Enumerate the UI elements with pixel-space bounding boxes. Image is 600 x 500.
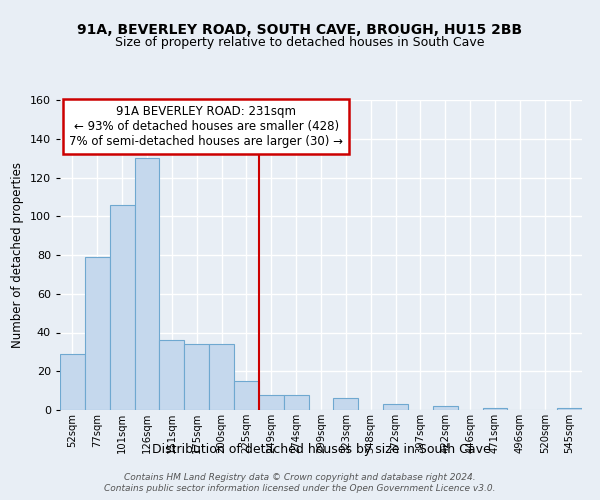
Text: Distribution of detached houses by size in South Cave: Distribution of detached houses by size … — [152, 442, 490, 456]
Bar — [433, 406, 458, 410]
Bar — [259, 394, 284, 410]
Text: Contains HM Land Registry data © Crown copyright and database right 2024.: Contains HM Land Registry data © Crown c… — [124, 472, 476, 482]
Bar — [482, 408, 508, 410]
Bar — [557, 408, 582, 410]
Bar — [85, 257, 110, 410]
Bar — [209, 344, 234, 410]
Bar — [184, 344, 209, 410]
Bar — [60, 354, 85, 410]
Text: 91A, BEVERLEY ROAD, SOUTH CAVE, BROUGH, HU15 2BB: 91A, BEVERLEY ROAD, SOUTH CAVE, BROUGH, … — [77, 22, 523, 36]
Text: 91A BEVERLEY ROAD: 231sqm
← 93% of detached houses are smaller (428)
7% of semi-: 91A BEVERLEY ROAD: 231sqm ← 93% of detac… — [69, 104, 343, 148]
Y-axis label: Number of detached properties: Number of detached properties — [11, 162, 24, 348]
Bar — [234, 381, 259, 410]
Bar — [284, 394, 308, 410]
Bar — [134, 158, 160, 410]
Text: Size of property relative to detached houses in South Cave: Size of property relative to detached ho… — [115, 36, 485, 49]
Bar — [334, 398, 358, 410]
Bar — [383, 404, 408, 410]
Bar — [110, 204, 134, 410]
Bar — [160, 340, 184, 410]
Text: Contains public sector information licensed under the Open Government Licence v3: Contains public sector information licen… — [104, 484, 496, 493]
